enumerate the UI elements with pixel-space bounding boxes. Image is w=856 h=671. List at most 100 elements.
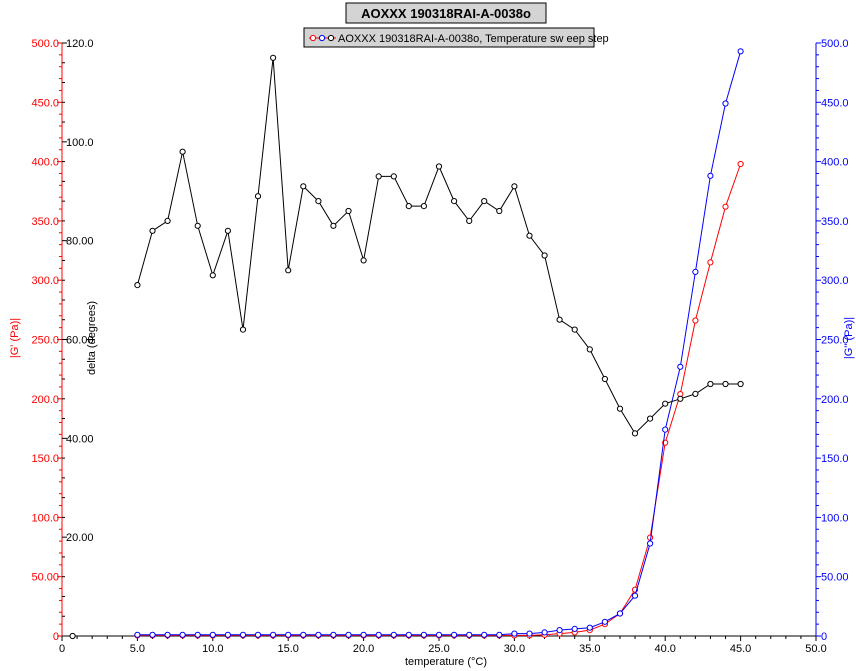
loss-modulus-point <box>405 631 412 638</box>
x-tick-label: 30.0 <box>504 643 525 655</box>
x-tick-label: 40.0 <box>654 643 675 655</box>
delta-point <box>647 415 654 422</box>
left-tick-label: 150.0 <box>31 453 59 465</box>
title-box <box>345 2 547 24</box>
delta-line <box>136 57 741 435</box>
x-tick-label: 20.0 <box>353 643 374 655</box>
loss-modulus-series <box>134 48 744 638</box>
legend-box <box>303 27 595 48</box>
delta-point <box>134 282 141 289</box>
right-tick-label: 200.0 <box>821 394 849 406</box>
delta-point <box>405 203 412 210</box>
delta-point <box>209 272 216 279</box>
chart-title: AOXXX 190318RAI-A-0038o <box>361 6 531 21</box>
x-tick-label: 15.0 <box>277 643 298 655</box>
delta-point <box>556 316 563 323</box>
legend-marker-delta <box>327 34 335 42</box>
legend-marker-storage <box>309 34 317 42</box>
delta-outlier-point <box>69 632 76 640</box>
delta-point <box>601 375 609 383</box>
left-tick-label: 100.0 <box>31 512 59 524</box>
delta-point <box>300 183 307 190</box>
legend-marker-loss <box>318 34 326 42</box>
delta-point <box>285 267 292 274</box>
delta-point <box>466 217 473 224</box>
right-tick-label: 150.0 <box>821 453 849 465</box>
storage-modulus-line <box>137 163 742 636</box>
loss-modulus-point <box>616 610 624 617</box>
delta-point <box>164 217 171 224</box>
delta-series <box>134 54 744 437</box>
delta-point <box>315 198 322 205</box>
right-tick-label: 0 <box>821 631 827 643</box>
delta-point <box>586 346 593 353</box>
right-tick-label: 350.0 <box>821 216 849 228</box>
title-layer: AOXXX 190318RAI-A-0038o AOXXX 190318RAI-… <box>9 2 855 668</box>
loss-modulus-point <box>360 631 367 638</box>
left-tick-label: 250.0 <box>31 335 59 347</box>
delta-point <box>677 395 684 402</box>
x-tick-label: 25.0 <box>428 643 449 655</box>
loss-modulus-point <box>435 631 443 638</box>
delta-point <box>496 207 503 215</box>
loss-modulus-point <box>677 363 684 370</box>
loss-modulus-point <box>375 631 382 638</box>
loss-modulus-point <box>511 630 518 637</box>
loss-modulus-point <box>149 631 156 638</box>
delta-point <box>526 232 533 239</box>
delta-point <box>345 207 352 215</box>
loss-modulus-point <box>647 540 654 547</box>
left-tick-label: 0 <box>53 631 59 643</box>
left-tick-label: 450.0 <box>31 97 59 109</box>
delta-point <box>390 173 397 180</box>
delta-point <box>330 222 337 229</box>
delta-point <box>631 430 639 437</box>
axes-layer: 0 5.0 10.0 15.0 20.0 25.0 30.0 35.0 40.0 45.0 50.0… <box>31 38 848 655</box>
loss-modulus-point <box>707 172 714 179</box>
delta-tick-label: 80.00 <box>66 236 94 248</box>
loss-modulus-point <box>586 624 593 631</box>
left-tick-label: 400.0 <box>31 157 59 169</box>
loss-modulus-point <box>224 631 231 638</box>
left-tick-label: 50.00 <box>31 572 59 584</box>
loss-modulus-point <box>194 631 201 638</box>
loss-modulus-point <box>737 48 744 55</box>
loss-modulus-point <box>451 631 458 638</box>
delta-point <box>722 380 729 388</box>
loss-modulus-point <box>722 100 729 107</box>
delta-point <box>662 400 669 407</box>
right-tick-label: 500.0 <box>821 38 849 50</box>
x-tick-label: 50.0 <box>805 643 826 655</box>
loss-modulus-point <box>466 631 473 638</box>
delta-tick-label: 40.00 <box>66 433 94 445</box>
right-tick-label: 400.0 <box>821 157 849 169</box>
delta-point <box>571 326 578 333</box>
loss-modulus-point <box>526 630 533 637</box>
delta-point <box>270 54 277 61</box>
delta-point <box>224 227 231 234</box>
delta-tick-label: 60.00 <box>66 335 94 347</box>
loss-modulus-point <box>254 631 262 638</box>
right-tick-label: 450.0 <box>821 97 849 109</box>
delta-point <box>149 227 156 234</box>
right-tick-label: 300.0 <box>821 275 849 287</box>
x-tick-label: 0 <box>59 643 65 655</box>
storage-modulus-point <box>737 160 744 168</box>
series-layer <box>69 48 744 640</box>
left-tick-label: 300.0 <box>31 275 59 287</box>
x-tick-label: 35.0 <box>579 643 600 655</box>
right-axis-title: |G'' (Pa)| <box>843 317 855 359</box>
delta-point <box>254 193 262 200</box>
loss-modulus-point <box>345 631 352 638</box>
loss-modulus-point <box>692 268 699 275</box>
x-tick-label: 10.0 <box>202 643 223 655</box>
loss-modulus-point <box>556 627 563 634</box>
x-tick-label: 45.0 <box>730 643 751 655</box>
loss-modulus-point <box>390 631 397 638</box>
loss-modulus-point <box>601 618 609 625</box>
delta-tick-label: 20.00 <box>66 532 94 544</box>
x-tick-label: 5.0 <box>130 643 145 655</box>
right-tick-label: 100.0 <box>821 512 849 524</box>
delta-point <box>511 183 518 190</box>
